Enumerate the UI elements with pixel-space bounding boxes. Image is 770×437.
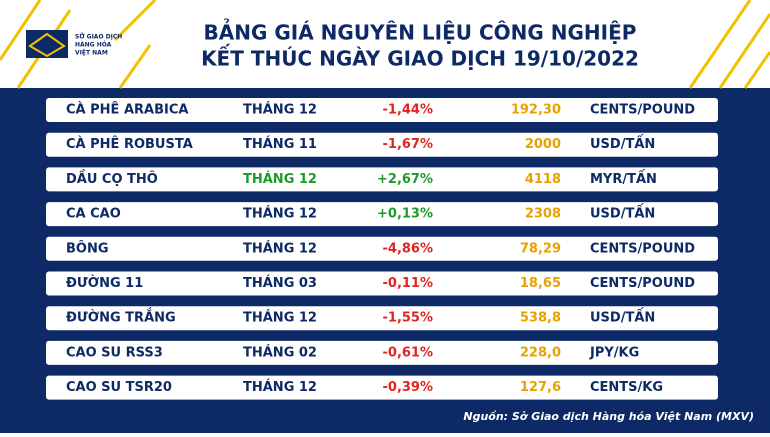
- commodity: BÔNG: [66, 240, 109, 256]
- commodity: ĐƯỜNG TRẮNG: [66, 309, 176, 326]
- commodity: CÀ PHÊ ARABICA: [66, 102, 188, 118]
- change: -0,61%: [383, 345, 434, 360]
- row-box: [46, 98, 718, 122]
- price: 228,0: [520, 345, 561, 360]
- unit: CENTS/POUND: [590, 276, 695, 291]
- unit: JPY/KG: [589, 345, 639, 360]
- price: 2000: [525, 137, 561, 152]
- change: +0,13%: [377, 207, 433, 222]
- change: -1,44%: [383, 103, 434, 118]
- price: 2308: [525, 207, 561, 222]
- unit: USD/TẤN: [590, 308, 655, 326]
- commodity: DẦU CỌ THÔ: [66, 169, 158, 187]
- commodity: CA CAO: [66, 207, 121, 222]
- change: -0,39%: [383, 380, 434, 395]
- contract-month: THÁNG 03: [243, 275, 317, 291]
- change: +2,67%: [377, 172, 433, 187]
- source-note: Nguồn: Sở Giao dịch Hàng hóa Việt Nam (M…: [463, 410, 754, 423]
- row-box: [46, 202, 718, 227]
- unit: CENTS/POUND: [590, 103, 695, 118]
- price: 4118: [525, 172, 561, 187]
- commodity: CÀ PHÊ ROBUSTA: [66, 136, 193, 152]
- contract-month: THÁNG 02: [243, 344, 317, 360]
- contract-month: THÁNG 12: [243, 240, 317, 256]
- row-box: [46, 271, 718, 296]
- logo-text: HÀNG HÓA: [75, 42, 112, 49]
- contract-month: THÁNG 12: [243, 171, 317, 187]
- unit: USD/TẤN: [590, 204, 655, 222]
- contract-month: THÁNG 11: [243, 136, 317, 152]
- title: KẾT THÚC NGÀY GIAO DỊCH 19/10/2022: [201, 45, 639, 71]
- price: 18,65: [520, 276, 561, 291]
- price: 127,6: [520, 380, 561, 395]
- row-box: [46, 375, 718, 400]
- unit: USD/TẤN: [590, 134, 655, 152]
- price: 78,29: [520, 241, 561, 256]
- contract-month: THÁNG 12: [243, 206, 317, 222]
- row-box: [46, 236, 718, 261]
- change: -1,55%: [383, 311, 434, 326]
- unit: CENTS/KG: [590, 380, 663, 395]
- logo-mark: [26, 30, 68, 58]
- contract-month: THÁNG 12: [243, 379, 317, 395]
- logo-text: VIỆT NAM: [75, 49, 108, 57]
- row-box: [46, 340, 718, 365]
- change: -0,11%: [383, 276, 434, 291]
- commodity: CAO SU RSS3: [66, 345, 163, 360]
- contract-month: THÁNG 12: [243, 310, 317, 326]
- unit: CENTS/POUND: [590, 241, 695, 256]
- decor-stripes: [0, 0, 770, 89]
- change: -4,86%: [383, 241, 434, 256]
- price: 192,30: [511, 103, 561, 118]
- change: -1,67%: [383, 137, 434, 152]
- title: BẢNG GIÁ NGUYÊN LIỆU CÔNG NGHIỆP: [204, 20, 637, 45]
- contract-month: THÁNG 12: [243, 102, 317, 118]
- commodity: CAO SU TSR20: [66, 380, 172, 395]
- logo-text: SỞ GIAO DỊCH: [75, 33, 122, 41]
- row-box: [46, 132, 718, 157]
- price: 538,8: [520, 311, 561, 326]
- unit: MYR/TẤN: [590, 169, 657, 187]
- row-box: [46, 167, 718, 192]
- commodity: ĐƯỜNG 11: [66, 275, 143, 291]
- header-band: [0, 0, 770, 88]
- row-box: [46, 306, 718, 331]
